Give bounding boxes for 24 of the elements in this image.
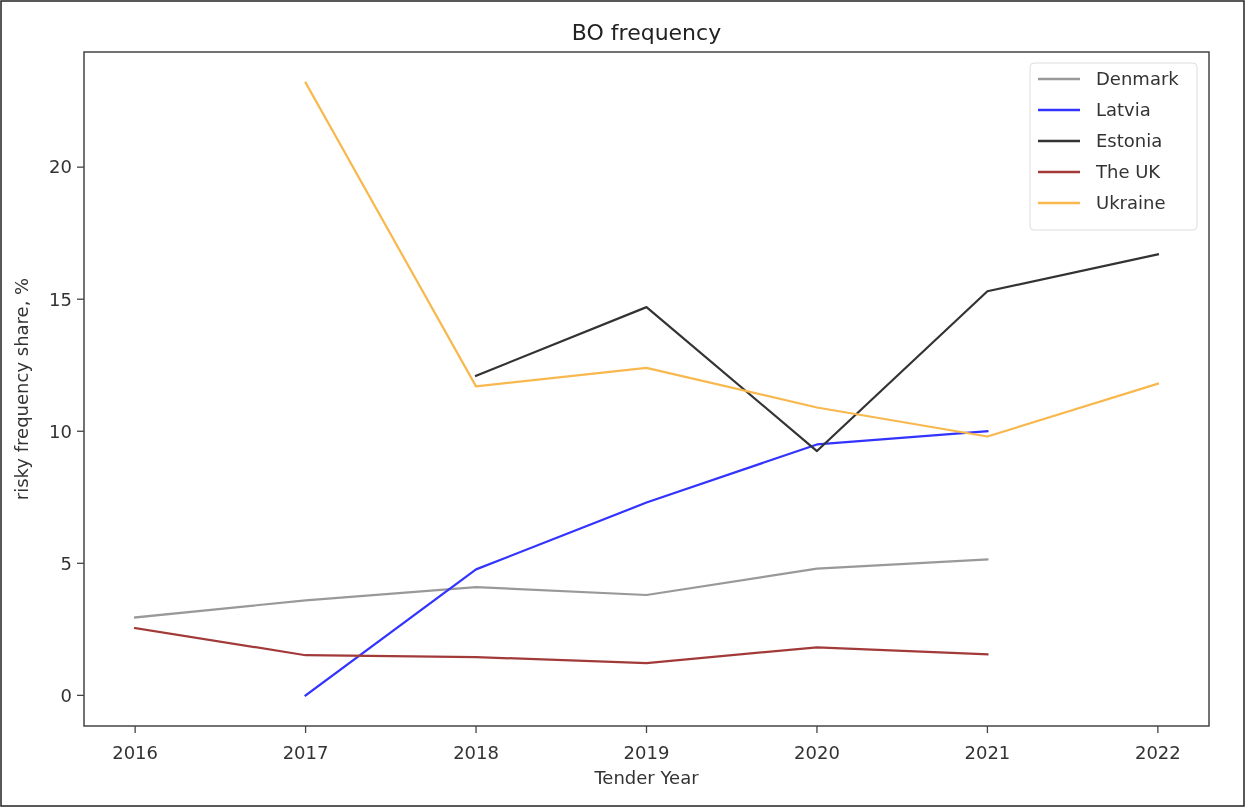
x-tick-label: 2019 [623,742,670,763]
y-tick-label: 0 [60,684,72,706]
legend-label: Denmark [1096,68,1180,90]
chart-title: BO frequency [571,20,722,45]
x-tick-label: 2021 [964,742,1011,763]
x-tick-label: 2017 [282,742,329,763]
line-series [134,558,989,619]
legend-label: The UK [1095,161,1162,183]
y-tick-label: 5 [60,552,72,574]
legend-label: Estonia [1096,130,1163,152]
x-tick-label: 2020 [794,742,840,763]
x-axis-title: Tender Year [593,767,700,788]
line-series [474,253,1159,453]
line-series [304,430,989,697]
y-tick-label: 20 [49,156,72,178]
y-tick-label: 10 [49,420,72,442]
line-series [134,626,989,665]
x-tick-label: 2016 [112,742,159,763]
legend-label: Latvia [1096,99,1151,121]
x-tick-label: 2022 [1134,742,1181,763]
x-tick-label: 2018 [453,742,499,763]
legend-label: Ukraine [1096,192,1166,214]
y-axis-title: risky frequency share, % [11,277,32,501]
y-tick-label: 15 [49,288,72,310]
